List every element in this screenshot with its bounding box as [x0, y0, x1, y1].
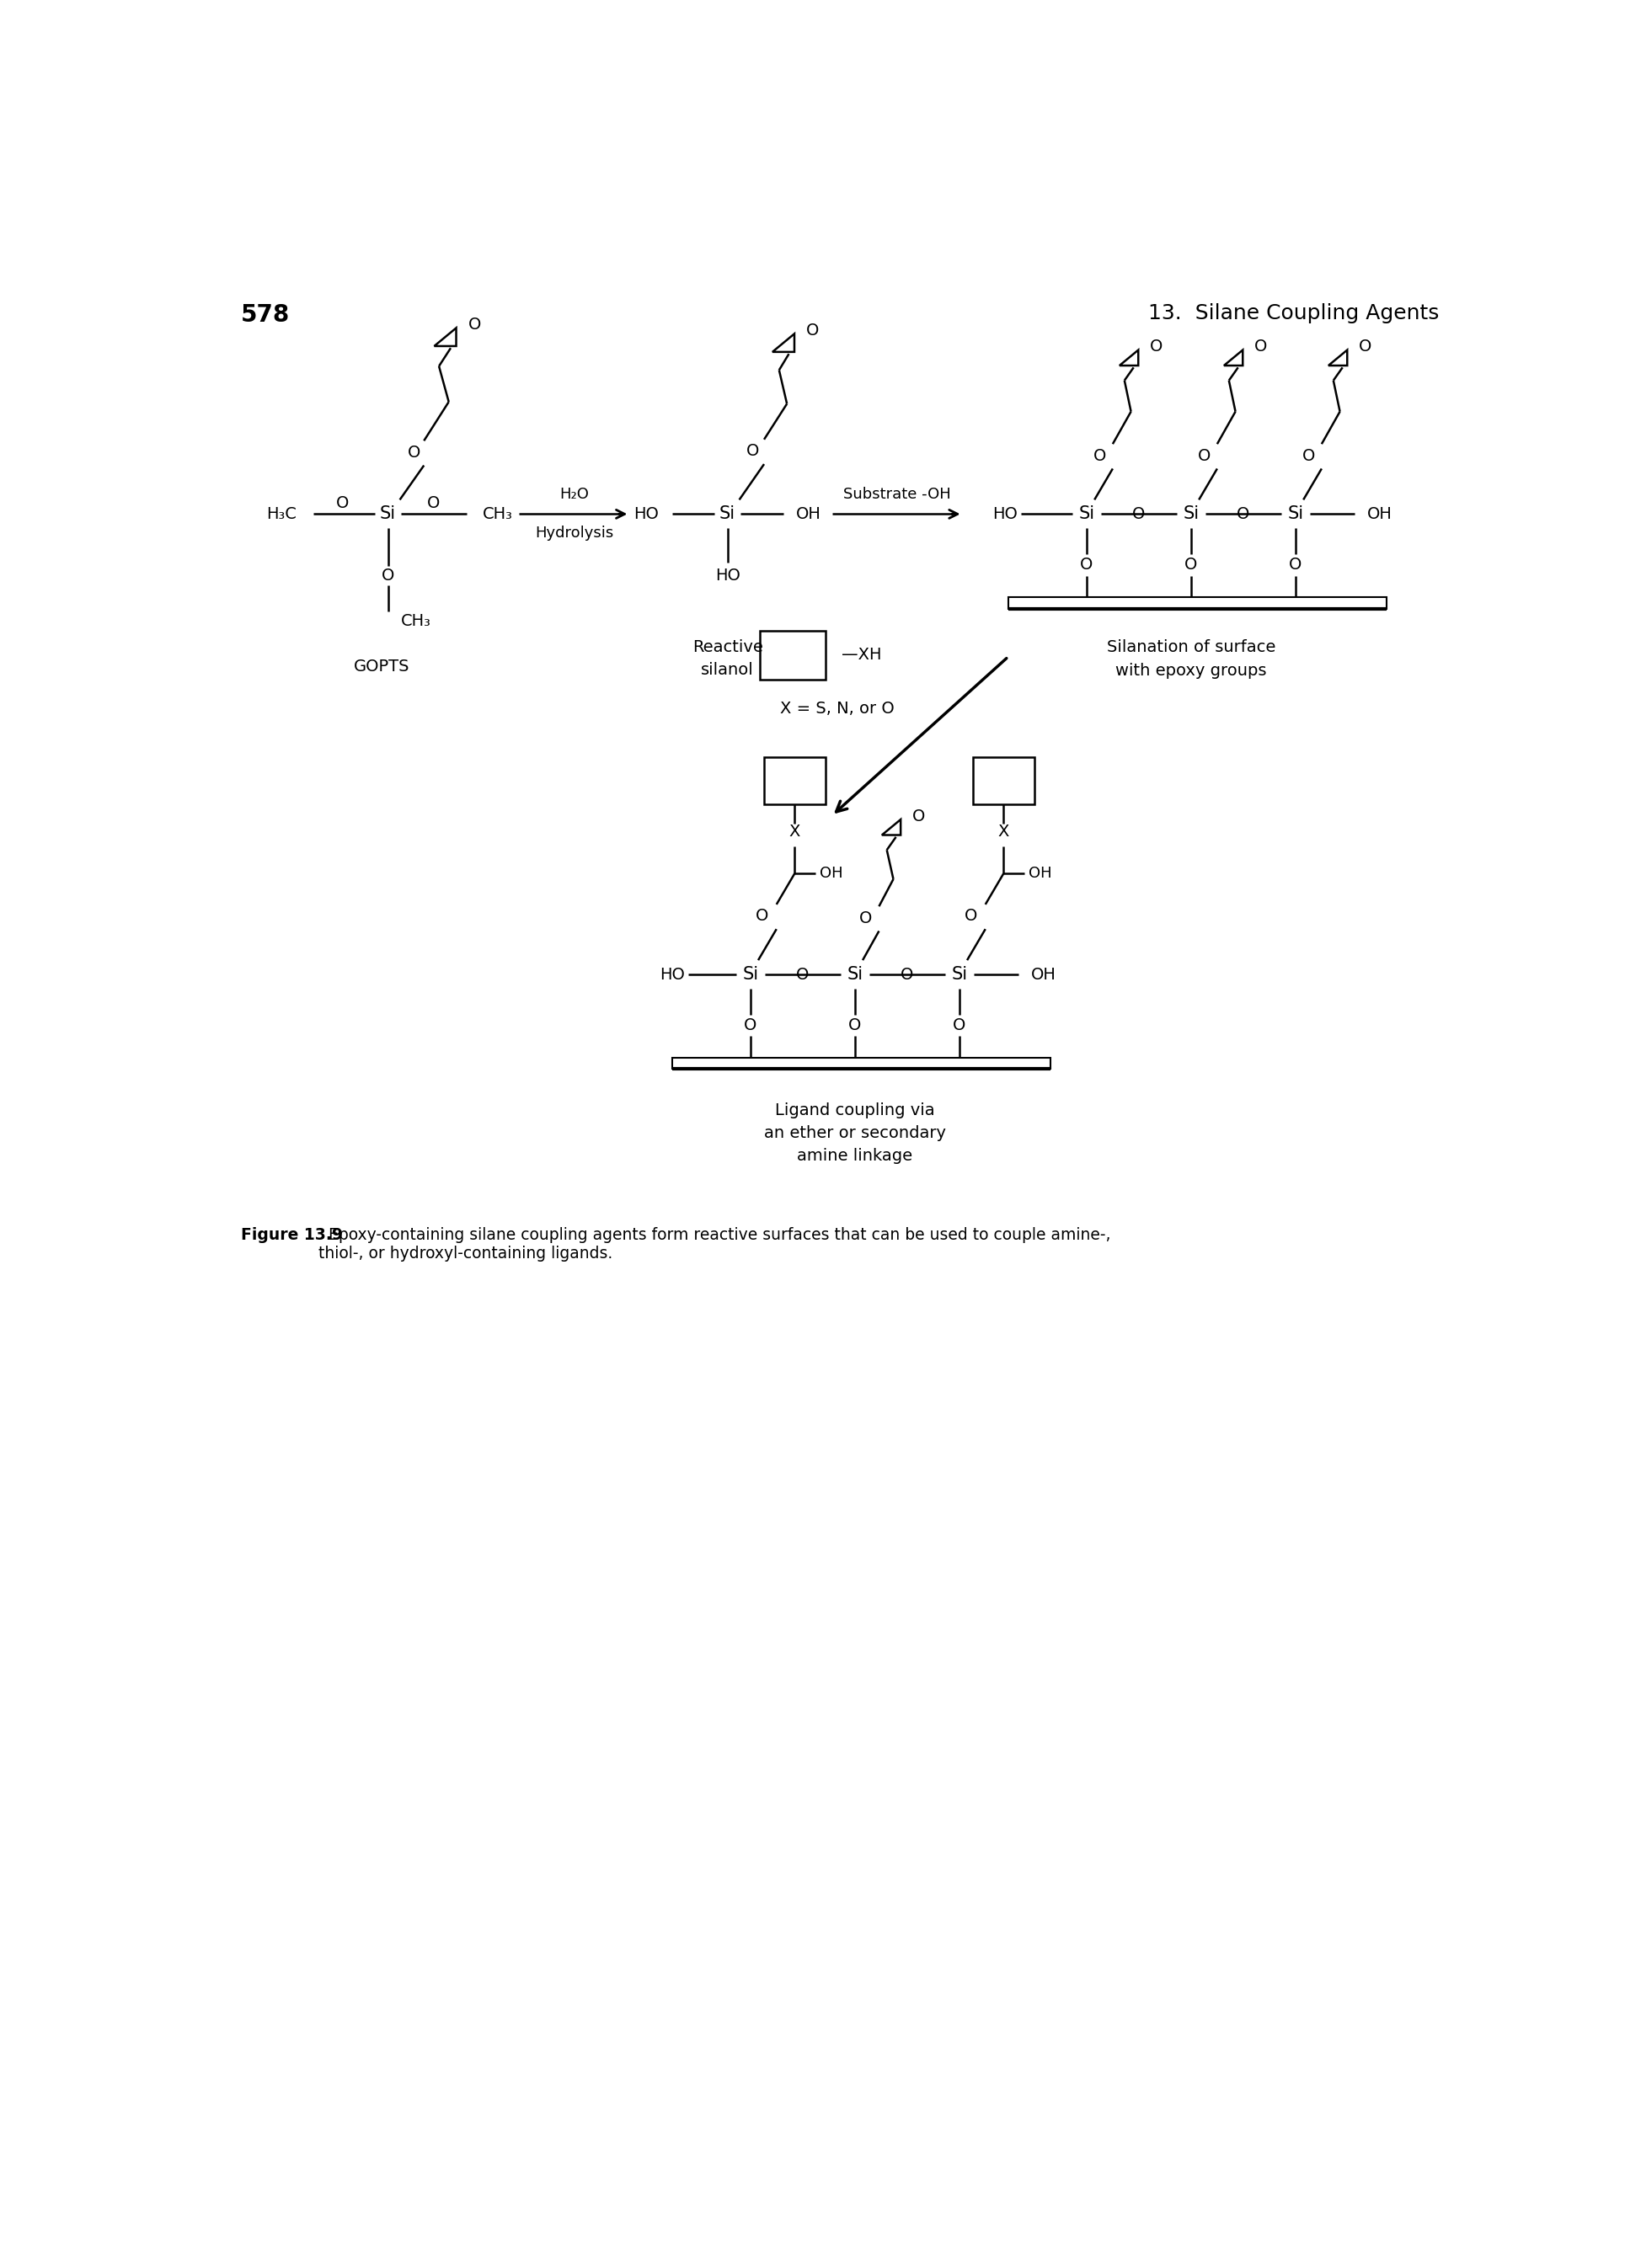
Text: O: O: [747, 442, 760, 458]
Text: an ether or secondary: an ether or secondary: [763, 1125, 945, 1141]
Text: Hydrolysis: Hydrolysis: [535, 526, 614, 542]
Text: Si: Si: [950, 966, 967, 982]
Bar: [671, 1057, 1050, 1068]
Text: X = S, N, or O: X = S, N, or O: [779, 701, 894, 717]
Bar: [1008, 596, 1387, 608]
Text: 578: 578: [241, 304, 290, 327]
Text: X: X: [789, 823, 801, 839]
Text: O: O: [1196, 447, 1209, 463]
Text: O: O: [963, 907, 976, 923]
Text: Si: Si: [742, 966, 758, 982]
Text: O: O: [1132, 506, 1145, 522]
Text: H₃C: H₃C: [266, 506, 297, 522]
Text: O: O: [1301, 447, 1314, 463]
Text: Si: Si: [379, 506, 395, 522]
Text: O: O: [468, 318, 481, 333]
Bar: [971, 758, 1034, 803]
Text: with epoxy groups: with epoxy groups: [1114, 662, 1265, 678]
Text: O: O: [427, 494, 440, 510]
Text: O: O: [1359, 338, 1372, 354]
Text: HO: HO: [993, 506, 1017, 522]
Text: Substrate -OH: Substrate -OH: [843, 488, 950, 501]
Text: Ligand coupling via: Ligand coupling via: [775, 1102, 934, 1118]
Text: O: O: [1149, 338, 1162, 354]
Text: O: O: [1080, 556, 1093, 572]
Text: Si: Si: [1183, 506, 1198, 522]
Text: H₂O: H₂O: [560, 488, 589, 501]
Text: O: O: [336, 494, 348, 510]
Text: HO: HO: [660, 966, 684, 982]
Text: 13.  Silane Coupling Agents: 13. Silane Coupling Agents: [1147, 304, 1439, 324]
Text: HO: HO: [714, 567, 740, 583]
Text: silanol: silanol: [701, 662, 753, 678]
Text: O: O: [1183, 556, 1196, 572]
Text: X: X: [998, 823, 1009, 839]
Text: Reactive: Reactive: [693, 640, 763, 655]
Text: OH: OH: [1367, 506, 1392, 522]
Text: GOPTS: GOPTS: [353, 658, 409, 674]
Text: OH: OH: [1031, 966, 1055, 982]
Text: O: O: [743, 1016, 757, 1032]
Text: O: O: [381, 567, 394, 583]
Text: O: O: [1288, 556, 1301, 572]
Text: Epoxy-containing silane coupling agents form reactive surfaces that can be used : Epoxy-containing silane coupling agents …: [318, 1227, 1109, 1261]
Bar: [763, 758, 825, 803]
Text: O: O: [407, 445, 420, 460]
Text: O: O: [952, 1016, 965, 1032]
Text: OH: OH: [796, 506, 820, 522]
Text: O: O: [796, 966, 809, 982]
Text: amine linkage: amine linkage: [796, 1148, 912, 1163]
Text: O: O: [858, 909, 871, 925]
Text: —XH: —XH: [840, 646, 881, 662]
Bar: [760, 631, 825, 680]
Text: O: O: [1236, 506, 1249, 522]
Text: O: O: [848, 1016, 862, 1032]
Text: Silanation of surface: Silanation of surface: [1106, 640, 1275, 655]
Text: CH₃: CH₃: [400, 612, 432, 628]
Text: O: O: [806, 322, 819, 338]
Text: OH: OH: [819, 866, 842, 880]
Text: HO: HO: [633, 506, 658, 522]
Text: O: O: [755, 907, 768, 923]
Text: Si: Si: [1078, 506, 1095, 522]
Text: O: O: [912, 807, 926, 823]
Text: Si: Si: [1287, 506, 1303, 522]
Text: O: O: [1093, 447, 1106, 463]
Text: OH: OH: [1027, 866, 1052, 880]
Text: Si: Si: [847, 966, 863, 982]
Text: Si: Si: [719, 506, 735, 522]
Text: O: O: [1254, 338, 1267, 354]
Text: O: O: [901, 966, 912, 982]
Text: Figure 13.9: Figure 13.9: [241, 1227, 343, 1243]
Text: CH₃: CH₃: [482, 506, 512, 522]
